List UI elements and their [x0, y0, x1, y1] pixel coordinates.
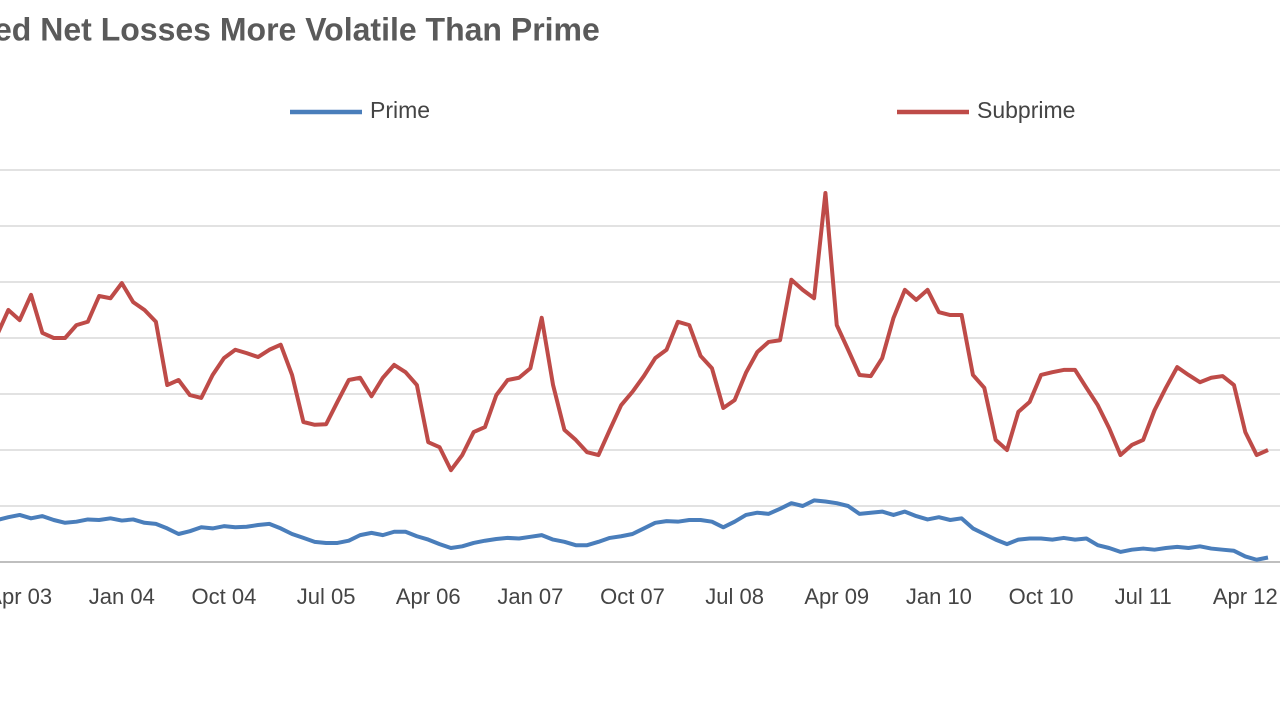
- x-tick-label: Jan 07: [497, 584, 563, 609]
- x-tick-label: Jan 10: [906, 584, 972, 609]
- legend-label: Prime: [370, 97, 430, 123]
- series-line: [0, 190, 1269, 473]
- x-tick-label: Apr 12: [1213, 584, 1278, 609]
- chart-title: ed Net Losses More Volatile Than Prime: [0, 11, 600, 47]
- x-tick-label: Oct 07: [600, 584, 665, 609]
- x-tick-label: Oct 10: [1009, 584, 1074, 609]
- series-line: [0, 498, 1269, 562]
- x-tick-label: Jul 05: [297, 584, 356, 609]
- legend-label: Subprime: [977, 97, 1075, 123]
- x-tick-label: Apr 06: [396, 584, 461, 609]
- x-tick-label: Apr 03: [0, 584, 52, 609]
- x-tick-label: Jan 04: [89, 584, 155, 609]
- x-tick-label: Oct 04: [192, 584, 257, 609]
- x-tick-label: Jul 11: [1115, 584, 1172, 609]
- x-tick-label: Jul 08: [705, 584, 764, 609]
- x-tick-label: Apr 09: [804, 584, 869, 609]
